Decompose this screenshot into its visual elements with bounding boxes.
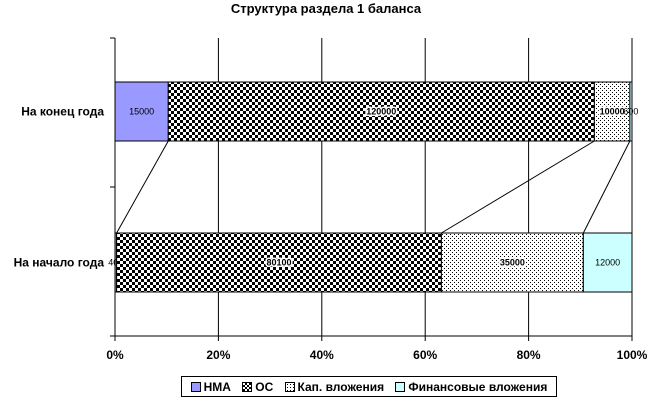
data-label: 120000 [366,107,396,117]
legend-label: ОС [255,379,274,394]
legend-swatch [395,381,406,392]
legend-item: НМА [190,379,231,394]
legend-label: НМА [203,379,231,394]
data-label: 12000 [595,258,620,268]
series-line [582,140,631,234]
x-tick-label: 100% [617,348,648,362]
x-tick-label: 20% [206,348,230,362]
series-line [441,140,595,234]
data-label: 10000 [600,107,625,117]
x-tick-label: 40% [310,348,334,362]
category-label: На конец года [21,105,104,119]
bar-segment [167,81,595,142]
bar-segment [629,81,633,142]
x-tick-label: 60% [413,348,437,362]
legend-label: Финансовые вложения [408,379,548,394]
data-label: 15000 [129,107,154,117]
x-tick-label: 80% [517,348,541,362]
bar-segment [582,232,633,293]
data-label: 400 [108,258,123,268]
legend-item: Кап. вложения [284,379,385,394]
legend-swatch [242,381,253,392]
data-label: 80100 [267,258,292,268]
chart-title: Структура раздела 1 баланса [231,1,422,16]
legend-item: ОС [242,380,273,394]
bar-segment [116,232,442,293]
data-label: 600 [623,107,638,117]
bar-segment [114,81,169,142]
x-tick-label: 0% [106,348,124,362]
legend-label: Кап. вложения [297,379,385,394]
data-label: 35000 [500,258,525,268]
category-label: На начало года [14,256,105,270]
legend-item: Финансовые вложения [395,380,547,394]
legend-swatch [190,381,201,392]
bar-segment [593,81,631,142]
series-line [116,140,169,234]
bar-segment [440,232,584,293]
legend-swatch [284,381,295,392]
legend: НМА ОС Кап. вложения Финансовые вложения [181,376,557,397]
